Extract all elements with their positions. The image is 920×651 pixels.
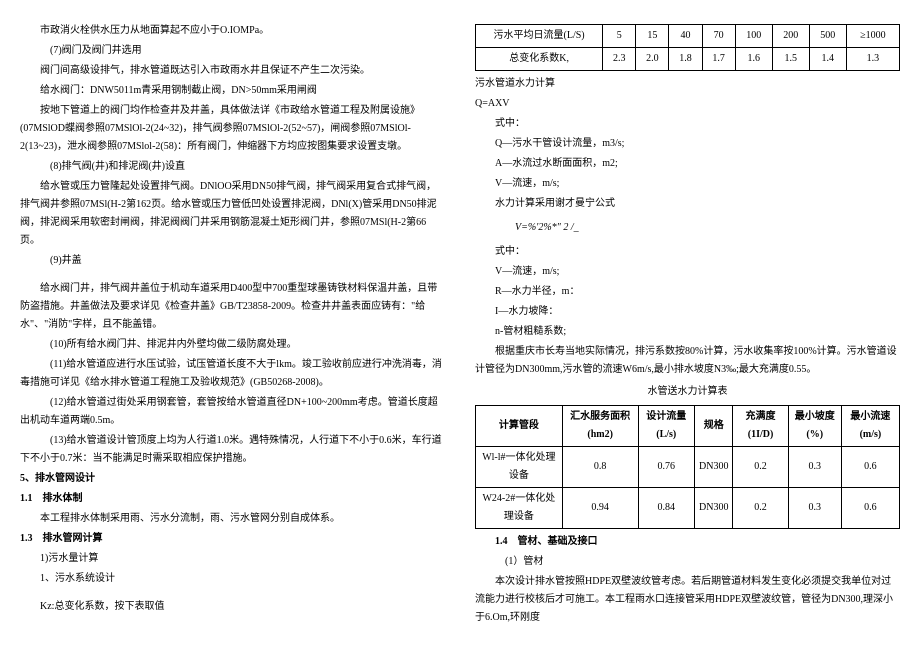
table-cell: Wl-l#一体化处理设备 bbox=[476, 447, 563, 488]
table-header: 计算管段 bbox=[476, 406, 563, 447]
table-cell: 200 bbox=[772, 25, 809, 48]
equation: Q=AXV bbox=[475, 95, 900, 113]
para: (1）管材 bbox=[475, 553, 900, 571]
para: 水力计算采用谢才曼宁公式 bbox=[475, 195, 900, 213]
para: Kz:总变化系数，按下表取值 bbox=[20, 598, 445, 616]
para: I—水力坡降： bbox=[475, 303, 900, 321]
section-5: 5、排水管网设计 bbox=[20, 470, 445, 488]
table-header: 设计流量(L/s) bbox=[638, 406, 694, 447]
heading-10: (10)所有给水阀门井、排泥井内外壁均做二级防腐处理。 bbox=[20, 336, 445, 354]
section-1-1: 1.1 排水体制 bbox=[20, 490, 445, 508]
left-column: 市政消火栓供水压力从地面算起不应小于O.IOMPa。 (7)阀门及阀门井选用 阀… bbox=[20, 20, 445, 629]
table-header: 规格 bbox=[695, 406, 733, 447]
para: 按地下管道上的阀门均作检查井及井盖，具体做法详《市政给水管道工程及附属设施》(0… bbox=[20, 102, 445, 156]
para: 本次设计排水管按照HDPE双壁波纹管考虑。若后期管道材料发生变化必须提交我单位对… bbox=[475, 573, 900, 627]
heading-13: (13)给水管道设计管顶度上均为人行道1.0米。遇特殊情况，人行道下不小于0.6… bbox=[20, 432, 445, 468]
table-cell: 1.3 bbox=[846, 48, 899, 71]
table-cell: 0.84 bbox=[638, 488, 694, 529]
para: 1、污水系统设计 bbox=[20, 570, 445, 588]
table-cell: 0.2 bbox=[733, 488, 788, 529]
hydraulic-table: 计算管段汇水服务面积(hm2)设计流量(L/s)规格充满度(1I/D)最小坡度(… bbox=[475, 405, 900, 529]
table-cell: 2.0 bbox=[636, 48, 669, 71]
para: V—流速，m/s; bbox=[475, 263, 900, 281]
para: R—水力半径，m： bbox=[475, 283, 900, 301]
table-cell: 0.6 bbox=[841, 488, 899, 529]
table-cell: 40 bbox=[669, 25, 702, 48]
table-cell: 0.2 bbox=[733, 447, 788, 488]
section-1-4: 1.4 管材、基础及接口 bbox=[475, 533, 900, 551]
heading-8: (8)排气阀(井)和排泥阀(井)设直 bbox=[20, 158, 445, 176]
table-cell: DN300 bbox=[695, 447, 733, 488]
formula: V=%'2%*" 2 /_ bbox=[495, 219, 900, 237]
table-cell: 500 bbox=[809, 25, 846, 48]
table-cell: 100 bbox=[735, 25, 772, 48]
para: 给水管或压力管隆起处设置排气阀。DNlOO采用DN50排气阀，排气阀采用复合式排… bbox=[20, 178, 445, 250]
para: 本工程排水体制采用雨、污水分流制，雨、污水管网分别自成体系。 bbox=[20, 510, 445, 528]
table-cell: 0.3 bbox=[788, 488, 841, 529]
table-header: 汇水服务面积(hm2) bbox=[562, 406, 638, 447]
table-cell: ≥1000 bbox=[846, 25, 899, 48]
table-cell: 70 bbox=[702, 25, 735, 48]
table-cell: 0.6 bbox=[841, 447, 899, 488]
heading-9: (9)井盖 bbox=[20, 252, 445, 270]
table-cell: 0.8 bbox=[562, 447, 638, 488]
para: 市政消火栓供水压力从地面算起不应小于O.IOMPa。 bbox=[20, 22, 445, 40]
table-cell: DN300 bbox=[695, 488, 733, 529]
table-cell: 1.6 bbox=[735, 48, 772, 71]
heading-11: (11)给水管道应进行水压试验，试压管道长度不大于lkm。竣工验收前应进行冲洗消… bbox=[20, 356, 445, 392]
para: V—流速，m/s; bbox=[475, 175, 900, 193]
table-cell: 0.3 bbox=[788, 447, 841, 488]
table-cell: 1.8 bbox=[669, 48, 702, 71]
table-cell: 1.4 bbox=[809, 48, 846, 71]
para: 污水管道水力计算 bbox=[475, 75, 900, 93]
section-1-3: 1.3 排水管网计算 bbox=[20, 530, 445, 548]
table-cell: 15 bbox=[636, 25, 669, 48]
para: A—水流过水断面面积，m2; bbox=[475, 155, 900, 173]
table-cell: 0.94 bbox=[562, 488, 638, 529]
table-header: 最小流速(m/s) bbox=[841, 406, 899, 447]
para: 阀门间高级设排气，排水管道既达引入市政雨水井且保证不产生二次污染。 bbox=[20, 62, 445, 80]
table-cell: W24-2#一体化处理设备 bbox=[476, 488, 563, 529]
table-cell: 污水平均日流量(L/S) bbox=[476, 25, 603, 48]
table-cell: 2.3 bbox=[603, 48, 636, 71]
para: 根据重庆市长寿当地实际情况，排污系数按80%计算，污水收集率按100%计算。污水… bbox=[475, 343, 900, 379]
heading-12: (12)给水管道过街处采用钢套管，套管按给水管道直径DN+100~200mm考虑… bbox=[20, 394, 445, 430]
table-cell: 0.76 bbox=[638, 447, 694, 488]
para: 给水阀门井，排气阀井盖位于机动车道采用D400型中700重型球墨铸铁材料保温井盖… bbox=[20, 280, 445, 334]
right-column: 污水平均日流量(L/S)5154070100200500≥1000 总变化系数K… bbox=[475, 20, 900, 629]
para: 式中： bbox=[475, 115, 900, 133]
para: Q—污水干管设计流量，m3/s; bbox=[475, 135, 900, 153]
kz-table: 污水平均日流量(L/S)5154070100200500≥1000 总变化系数K… bbox=[475, 24, 900, 71]
para: n-管材粗糙系数; bbox=[475, 323, 900, 341]
table-row: Wl-l#一体化处理设备0.80.76DN3000.20.30.6 bbox=[476, 447, 900, 488]
table-header: 最小坡度(%) bbox=[788, 406, 841, 447]
table-header: 充满度(1I/D) bbox=[733, 406, 788, 447]
para: 式中： bbox=[475, 243, 900, 261]
table2-title: 水管送水力计算表 bbox=[475, 383, 900, 401]
table-cell: 5 bbox=[603, 25, 636, 48]
table-cell: 1.5 bbox=[772, 48, 809, 71]
table-cell: 1.7 bbox=[702, 48, 735, 71]
para: 1)污水量计算 bbox=[20, 550, 445, 568]
table-cell: 总变化系数K, bbox=[476, 48, 603, 71]
heading-7: (7)阀门及阀门井选用 bbox=[20, 42, 445, 60]
para: 给水阀门：DNW5011m青采用钢制截止阀，DN>50mm采用闸阀 bbox=[20, 82, 445, 100]
table-row: W24-2#一体化处理设备0.940.84DN3000.20.30.6 bbox=[476, 488, 900, 529]
